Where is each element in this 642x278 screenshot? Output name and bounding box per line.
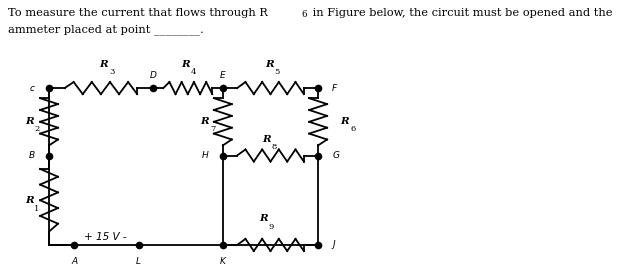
Text: 4: 4 bbox=[190, 68, 196, 76]
Text: 2: 2 bbox=[35, 125, 40, 133]
Text: ammeter placed at point ________.: ammeter placed at point ________. bbox=[8, 24, 204, 35]
Text: + 15 V -: + 15 V - bbox=[84, 232, 126, 242]
Text: R: R bbox=[340, 116, 349, 126]
Text: R: R bbox=[25, 116, 33, 126]
Text: B: B bbox=[29, 151, 35, 160]
Text: 6: 6 bbox=[301, 10, 307, 19]
Text: F: F bbox=[332, 84, 337, 93]
Text: J: J bbox=[332, 240, 334, 249]
Text: R: R bbox=[259, 214, 268, 223]
Text: A: A bbox=[71, 257, 77, 266]
Text: H: H bbox=[202, 151, 209, 160]
Text: K: K bbox=[220, 257, 226, 266]
Text: 5: 5 bbox=[274, 68, 280, 76]
Text: 1: 1 bbox=[35, 205, 40, 213]
Text: 7: 7 bbox=[210, 125, 215, 133]
Text: 9: 9 bbox=[269, 222, 274, 230]
Text: c: c bbox=[30, 84, 35, 93]
Text: 3: 3 bbox=[109, 68, 114, 76]
Text: 8: 8 bbox=[272, 143, 277, 151]
Text: in Figure below, the circuit must be opened and the: in Figure below, the circuit must be ope… bbox=[309, 8, 612, 18]
Text: To measure the current that flows through R: To measure the current that flows throug… bbox=[8, 8, 268, 18]
Text: R: R bbox=[100, 60, 108, 69]
Text: G: G bbox=[332, 151, 339, 160]
Text: R: R bbox=[25, 197, 33, 205]
Text: R: R bbox=[262, 135, 271, 143]
Text: D: D bbox=[150, 71, 156, 80]
Text: R: R bbox=[181, 60, 189, 69]
Text: R: R bbox=[200, 116, 209, 126]
Text: E: E bbox=[220, 71, 226, 80]
Text: L: L bbox=[136, 257, 141, 266]
Text: R: R bbox=[265, 60, 273, 69]
Text: 6: 6 bbox=[350, 125, 355, 133]
